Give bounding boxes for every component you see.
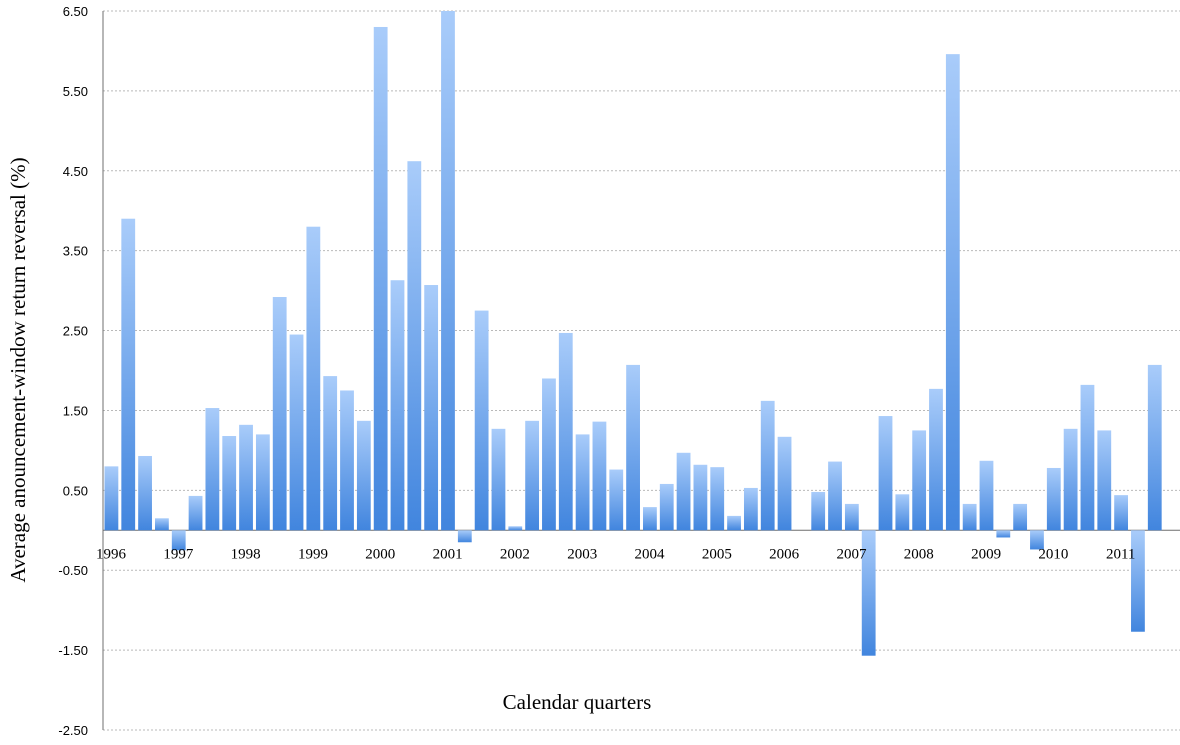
- bar-2010Q1: [1046, 467, 1061, 531]
- bar-1997Q2: [188, 495, 203, 531]
- bar-2001Q4: [491, 428, 506, 531]
- bar-2010Q3: [1080, 384, 1095, 531]
- x-tick-labels: 1996 1997 1998 1999 2000 2001 2002 2003 2004 2005…: [96, 546, 1135, 562]
- bar-2006Q1: [777, 436, 792, 531]
- bar-2003Q2: [592, 421, 607, 531]
- bar-2009Q1: [979, 460, 994, 531]
- bar-2007Q2: [861, 530, 876, 656]
- x-tick-label: 2001: [433, 546, 463, 562]
- bar-1996Q1: [104, 466, 119, 531]
- y-tick-label: 4.50: [63, 164, 88, 179]
- bar-2007Q4: [895, 494, 910, 531]
- bar-2001Q3: [474, 310, 489, 531]
- bar-2008Q3: [945, 54, 960, 531]
- bar-2007Q1: [844, 503, 859, 531]
- bar-2006Q3: [811, 491, 826, 531]
- bar-1999Q4: [356, 420, 371, 531]
- bar-1996Q3: [138, 455, 152, 531]
- bar-1997Q3: [205, 408, 220, 531]
- bar-2001Q1: [441, 11, 455, 531]
- bar-2005Q3: [743, 487, 758, 531]
- bar-2004Q1: [643, 507, 657, 531]
- bar-2011Q2: [1131, 530, 1145, 632]
- gridlines: [103, 10, 1180, 731]
- y-tick-label: -2.50: [58, 723, 88, 738]
- bar-2008Q1: [912, 430, 927, 531]
- bar-1996Q4: [154, 518, 169, 531]
- bar-2008Q4: [962, 503, 977, 531]
- bar-1998Q1: [239, 424, 253, 531]
- y-tick-label: -1.50: [58, 643, 88, 658]
- bar-2000Q2: [390, 280, 405, 531]
- y-tick-label: 6.50: [63, 4, 88, 19]
- x-tick-label: 2008: [904, 546, 934, 562]
- bar-2009Q2: [996, 530, 1011, 538]
- bar-2001Q2: [457, 530, 472, 543]
- x-tick-label: 1996: [96, 546, 127, 562]
- x-axis-title: Calendar quarters: [503, 690, 652, 714]
- x-tick-label: 1997: [163, 546, 194, 562]
- bar-2000Q4: [424, 285, 439, 531]
- bar-2005Q1: [710, 467, 725, 531]
- x-tick-label: 2005: [702, 546, 732, 562]
- y-axis-title: Average anouncement-window return revers…: [6, 157, 30, 582]
- y-tick-label: -0.50: [58, 563, 88, 578]
- bar-2011Q1: [1114, 495, 1129, 531]
- bar-2004Q4: [693, 464, 708, 531]
- x-tick-label: 2011: [1106, 546, 1135, 562]
- x-tick-label: 1999: [298, 546, 328, 562]
- y-tick-label: 2.50: [63, 324, 88, 339]
- bar-2004Q2: [659, 483, 674, 531]
- y-tick-labels: -2.50 -1.50 -0.50 0.50 1.50 2.50 3.50 4.50 5.50 6…: [58, 4, 88, 738]
- bar-2005Q4: [760, 400, 775, 531]
- bar-2002Q3: [542, 378, 556, 531]
- bar-2000Q1: [373, 26, 388, 531]
- bar-2003Q4: [626, 364, 640, 531]
- bar-2008Q2: [929, 388, 943, 531]
- x-tick-label: 2004: [635, 546, 666, 562]
- bar-2010Q2: [1063, 428, 1078, 531]
- bar-1997Q4: [222, 436, 237, 531]
- bar-2006Q4: [828, 461, 842, 531]
- axes: [102, 11, 1180, 730]
- bar-2000Q3: [407, 161, 422, 531]
- y-tick-label: 3.50: [63, 244, 88, 259]
- bar-2003Q3: [609, 469, 624, 531]
- bar-2007Q3: [878, 416, 893, 531]
- x-tick-label: 2010: [1038, 546, 1068, 562]
- bar-1996Q2: [121, 218, 136, 531]
- y-tick-label: 0.50: [63, 483, 88, 498]
- bar-1997Q1: [171, 530, 186, 551]
- bar-2002Q1: [508, 526, 523, 531]
- x-tick-label: 2006: [769, 546, 800, 562]
- x-tick-label: 2000: [365, 546, 395, 562]
- bar-2003Q1: [575, 434, 590, 531]
- y-tick-label: 5.50: [63, 84, 88, 99]
- bars: [104, 11, 1162, 656]
- bar-2004Q3: [676, 452, 691, 531]
- bar-2011Q3: [1147, 364, 1162, 531]
- x-tick-label: 1998: [231, 546, 261, 562]
- bar-1998Q3: [272, 297, 287, 531]
- bar-1999Q3: [340, 390, 354, 531]
- x-tick-label: 2007: [836, 546, 867, 562]
- bar-2002Q4: [558, 332, 573, 531]
- x-tick-label: 2002: [500, 546, 530, 562]
- bar-2009Q4: [1030, 530, 1044, 550]
- bar-2010Q4: [1097, 430, 1112, 531]
- bar-1998Q4: [289, 334, 304, 531]
- bar-2009Q3: [1013, 503, 1028, 531]
- x-tick-label: 2009: [971, 546, 1001, 562]
- bar-1999Q2: [323, 376, 338, 531]
- x-tick-label: 2003: [567, 546, 597, 562]
- bar-2005Q2: [727, 515, 741, 531]
- bar-1999Q1: [306, 226, 321, 531]
- y-tick-label: 1.50: [63, 403, 88, 418]
- bar-1998Q2: [255, 434, 270, 531]
- bar-2002Q2: [525, 420, 540, 531]
